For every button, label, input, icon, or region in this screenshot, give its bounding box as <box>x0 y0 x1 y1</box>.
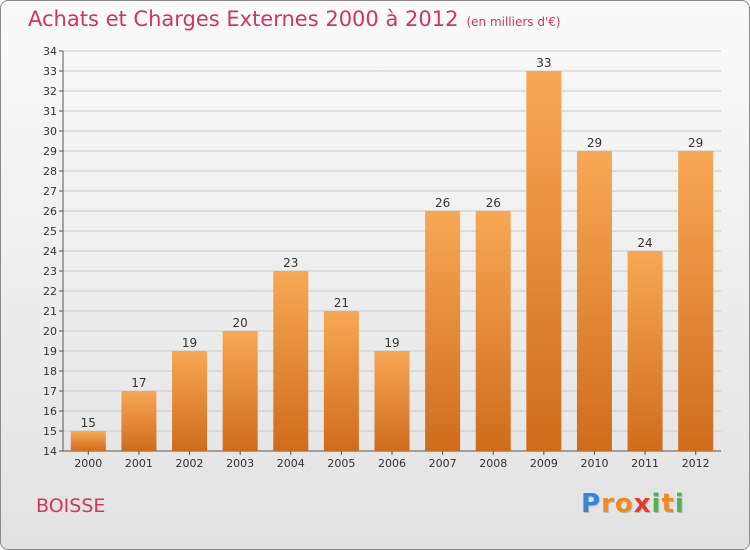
x-tick-label-2005: 2005 <box>327 457 355 470</box>
bar-2008 <box>475 211 511 451</box>
y-tick-label: 25 <box>43 225 57 238</box>
value-label-2000: 15 <box>81 416 96 430</box>
y-tick-label: 26 <box>43 205 57 218</box>
y-tick-label: 14 <box>43 445 57 458</box>
y-tick-label: 23 <box>43 265 57 278</box>
y-tick-label: 29 <box>43 145 57 158</box>
bar-2006 <box>374 351 410 451</box>
bars <box>70 71 714 451</box>
value-label-2011: 24 <box>637 236 652 250</box>
y-tick-label: 34 <box>43 45 57 58</box>
bar-2001 <box>121 391 157 451</box>
value-label-2008: 26 <box>486 196 501 210</box>
bar-2003 <box>222 331 258 451</box>
value-label-2007: 26 <box>435 196 450 210</box>
x-tick-label-2003: 2003 <box>226 457 254 470</box>
value-label-2009: 33 <box>536 56 551 70</box>
bar-2010 <box>576 151 612 451</box>
bar-2009 <box>526 71 562 451</box>
bar-2004 <box>273 271 309 451</box>
commune-name: BOISSE <box>36 495 106 517</box>
y-tick-label: 20 <box>43 325 57 338</box>
x-tick-label-2011: 2011 <box>631 457 659 470</box>
bar-2002 <box>172 351 208 451</box>
x-tick-label-2001: 2001 <box>125 457 153 470</box>
y-tick-label: 31 <box>43 105 57 118</box>
x-tick-label-2012: 2012 <box>682 457 710 470</box>
value-label-2001: 17 <box>131 376 146 390</box>
bar-2005 <box>323 311 359 451</box>
bar-2000 <box>70 431 106 451</box>
bar-2011 <box>627 251 663 451</box>
y-tick-label: 30 <box>43 125 57 138</box>
y-tick-label: 21 <box>43 305 57 318</box>
bar-2007 <box>425 211 461 451</box>
x-tick-label-2004: 2004 <box>277 457 305 470</box>
proxiti-logo: Proxiti <box>581 489 685 519</box>
chart-title: Achats et Charges Externes 2000 à 2012 (e… <box>28 7 561 31</box>
y-tick-label: 15 <box>43 425 57 438</box>
value-label-2002: 19 <box>182 336 197 350</box>
y-tick-label: 22 <box>43 285 57 298</box>
x-tick-label-2006: 2006 <box>378 457 406 470</box>
labels: 14 15 16 17 18 19 20 21 22 23 24 25 26 27 28 29 30 31 32 33… <box>43 45 710 470</box>
x-tick-label-2007: 2007 <box>429 457 457 470</box>
y-tick-label: 16 <box>43 405 57 418</box>
x-tick-label-2000: 2000 <box>74 457 102 470</box>
value-label-2006: 19 <box>384 336 399 350</box>
x-tick-label-2010: 2010 <box>580 457 608 470</box>
chart-unit: (en milliers d'€) <box>466 15 561 29</box>
value-label-2003: 20 <box>233 316 248 330</box>
x-tick-label-2008: 2008 <box>479 457 507 470</box>
bar-2012 <box>678 151 714 451</box>
value-label-2005: 21 <box>334 296 349 310</box>
y-tick-label: 18 <box>43 365 57 378</box>
value-label-2012: 29 <box>688 136 703 150</box>
x-tick-label-2002: 2002 <box>176 457 204 470</box>
y-tick-label: 28 <box>43 165 57 178</box>
y-tick-label: 32 <box>43 85 57 98</box>
y-tick-label: 19 <box>43 345 57 358</box>
y-tick-label: 17 <box>43 385 57 398</box>
y-tick-label: 33 <box>43 65 57 78</box>
chart-title-text: Achats et Charges Externes 2000 à 2012 <box>28 7 459 31</box>
value-label-2004: 23 <box>283 256 298 270</box>
x-tick-label-2009: 2009 <box>530 457 558 470</box>
y-tick-label: 24 <box>43 245 57 258</box>
y-tick-label: 27 <box>43 185 57 198</box>
value-label-2010: 29 <box>587 136 602 150</box>
